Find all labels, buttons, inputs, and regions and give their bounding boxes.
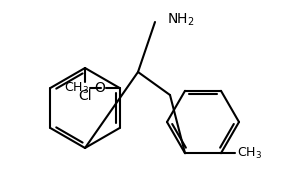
Text: O: O xyxy=(94,81,105,95)
Text: CH$_3$: CH$_3$ xyxy=(64,80,89,96)
Text: NH$_2$: NH$_2$ xyxy=(167,12,195,28)
Text: CH$_3$: CH$_3$ xyxy=(237,146,262,161)
Text: Cl: Cl xyxy=(78,89,92,103)
